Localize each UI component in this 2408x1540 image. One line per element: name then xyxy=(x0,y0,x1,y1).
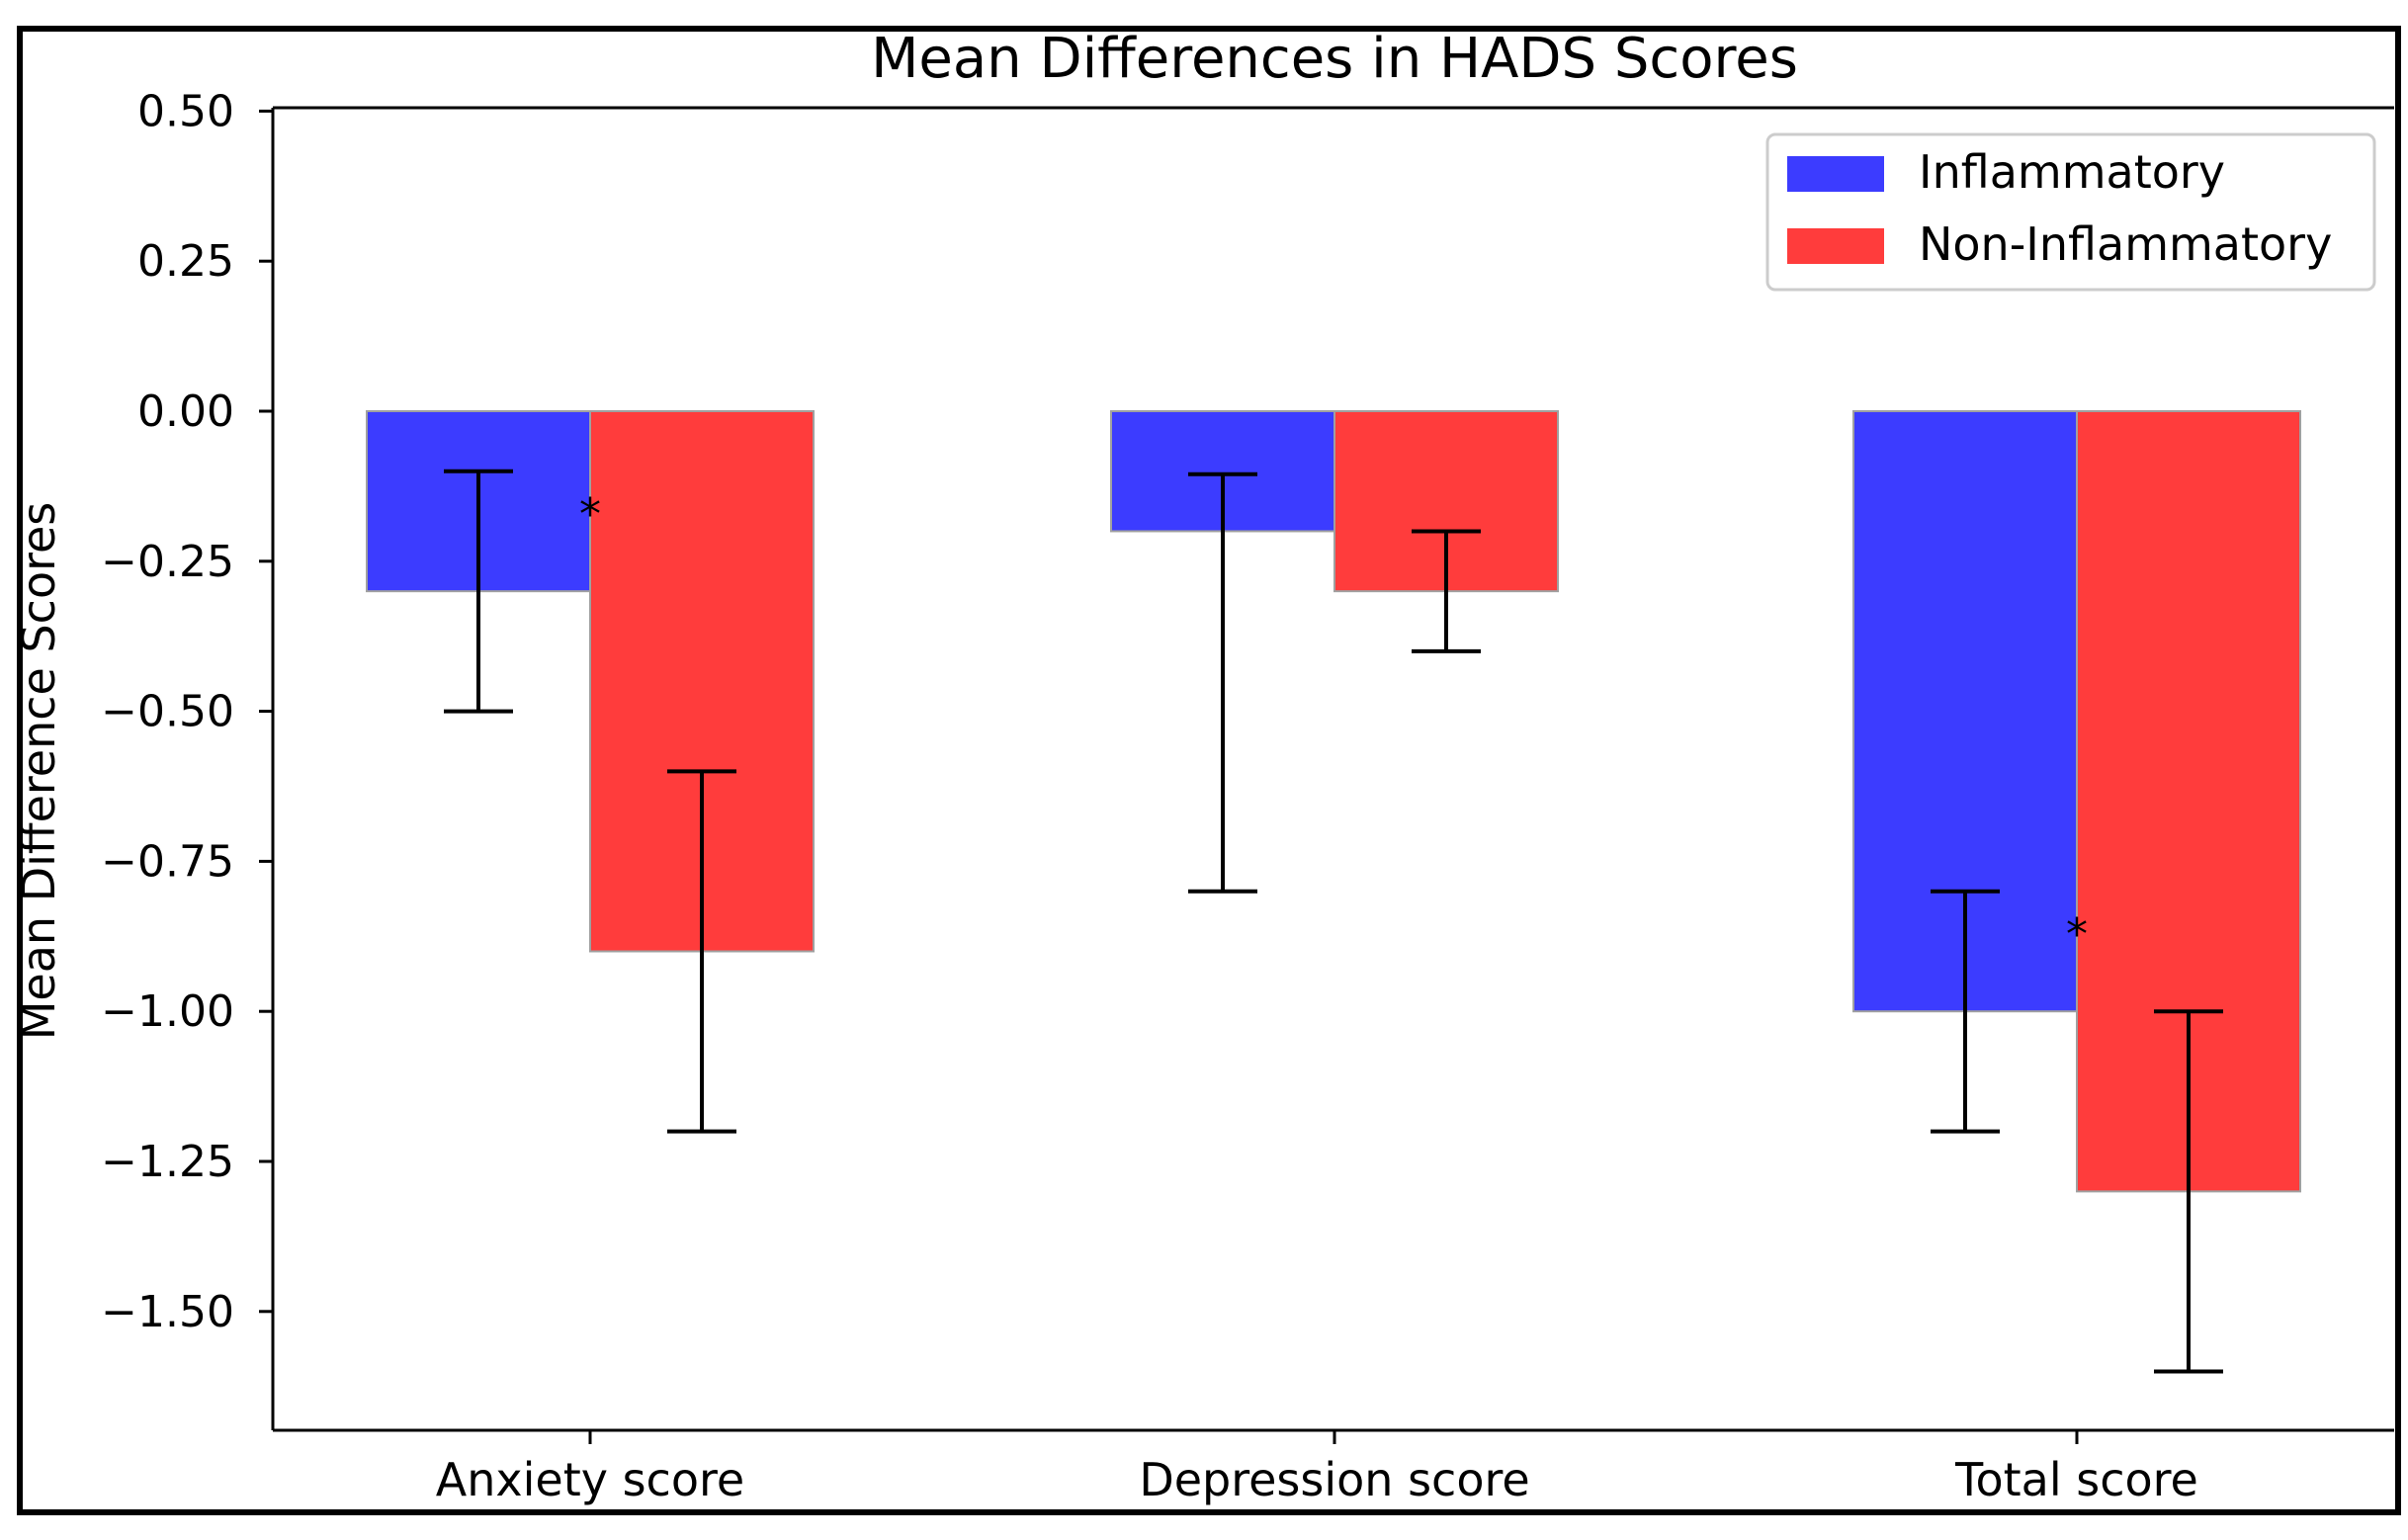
y-tick-label: −0.50 xyxy=(101,687,234,737)
y-tick-label: −1.50 xyxy=(101,1287,234,1337)
errorbar-inflammatory-anxiety-score xyxy=(444,469,513,714)
axes-layer: 0.50 0.25 0.00 −0.25 −0.50 −0.75 −1.00 −1.25 −1.… xyxy=(101,86,2394,1506)
errorbar-non-inflammatory-total-score xyxy=(2154,1009,2223,1374)
errorbar-inflammatory-depression-score xyxy=(1188,471,1257,894)
significance-marker-total-score: * xyxy=(2066,909,2088,960)
y-tick-label: 0.00 xyxy=(137,386,234,437)
bar-inflammatory-depression-score xyxy=(1110,410,1335,533)
errorbars-layer xyxy=(444,469,2223,1374)
bars-layer xyxy=(366,410,2301,1193)
x-tick-label-anxiety-score: Anxiety score xyxy=(436,1453,744,1506)
legend-label-inflammatory: Inflammatory xyxy=(1919,145,2225,199)
y-axis-label: Mean Difference Scores xyxy=(12,502,65,1041)
errorbar-inflammatory-total-score xyxy=(1931,889,2000,1134)
x-tick-label-depression-score: Depression score xyxy=(1139,1453,1529,1506)
legend: Inflammatory Non-Inflammatory xyxy=(1765,132,2376,292)
significance-markers: ** xyxy=(579,489,2088,960)
y-tick-label: 0.50 xyxy=(137,86,234,136)
chart-title: Mean Differences in HADS Scores xyxy=(871,27,1798,91)
y-tick-label: −0.25 xyxy=(101,537,234,587)
legend-label-non-inflammatory: Non-Inflammatory xyxy=(1919,217,2332,271)
x-tick-label-total-score: Total score xyxy=(1954,1453,2198,1506)
y-tick-label: −0.75 xyxy=(101,836,234,887)
legend-swatch-non-inflammatory xyxy=(1787,228,1884,264)
y-tick-label: 0.25 xyxy=(137,236,234,287)
significance-marker-anxiety-score: * xyxy=(579,489,601,540)
errorbar-non-inflammatory-anxiety-score xyxy=(667,769,736,1134)
legend-box xyxy=(1765,132,2376,292)
legend-swatch-inflammatory xyxy=(1787,156,1884,192)
errorbar-non-inflammatory-depression-score xyxy=(1412,529,1481,653)
y-tick-label: −1.00 xyxy=(101,986,234,1037)
y-tick-label: −1.25 xyxy=(101,1137,234,1187)
